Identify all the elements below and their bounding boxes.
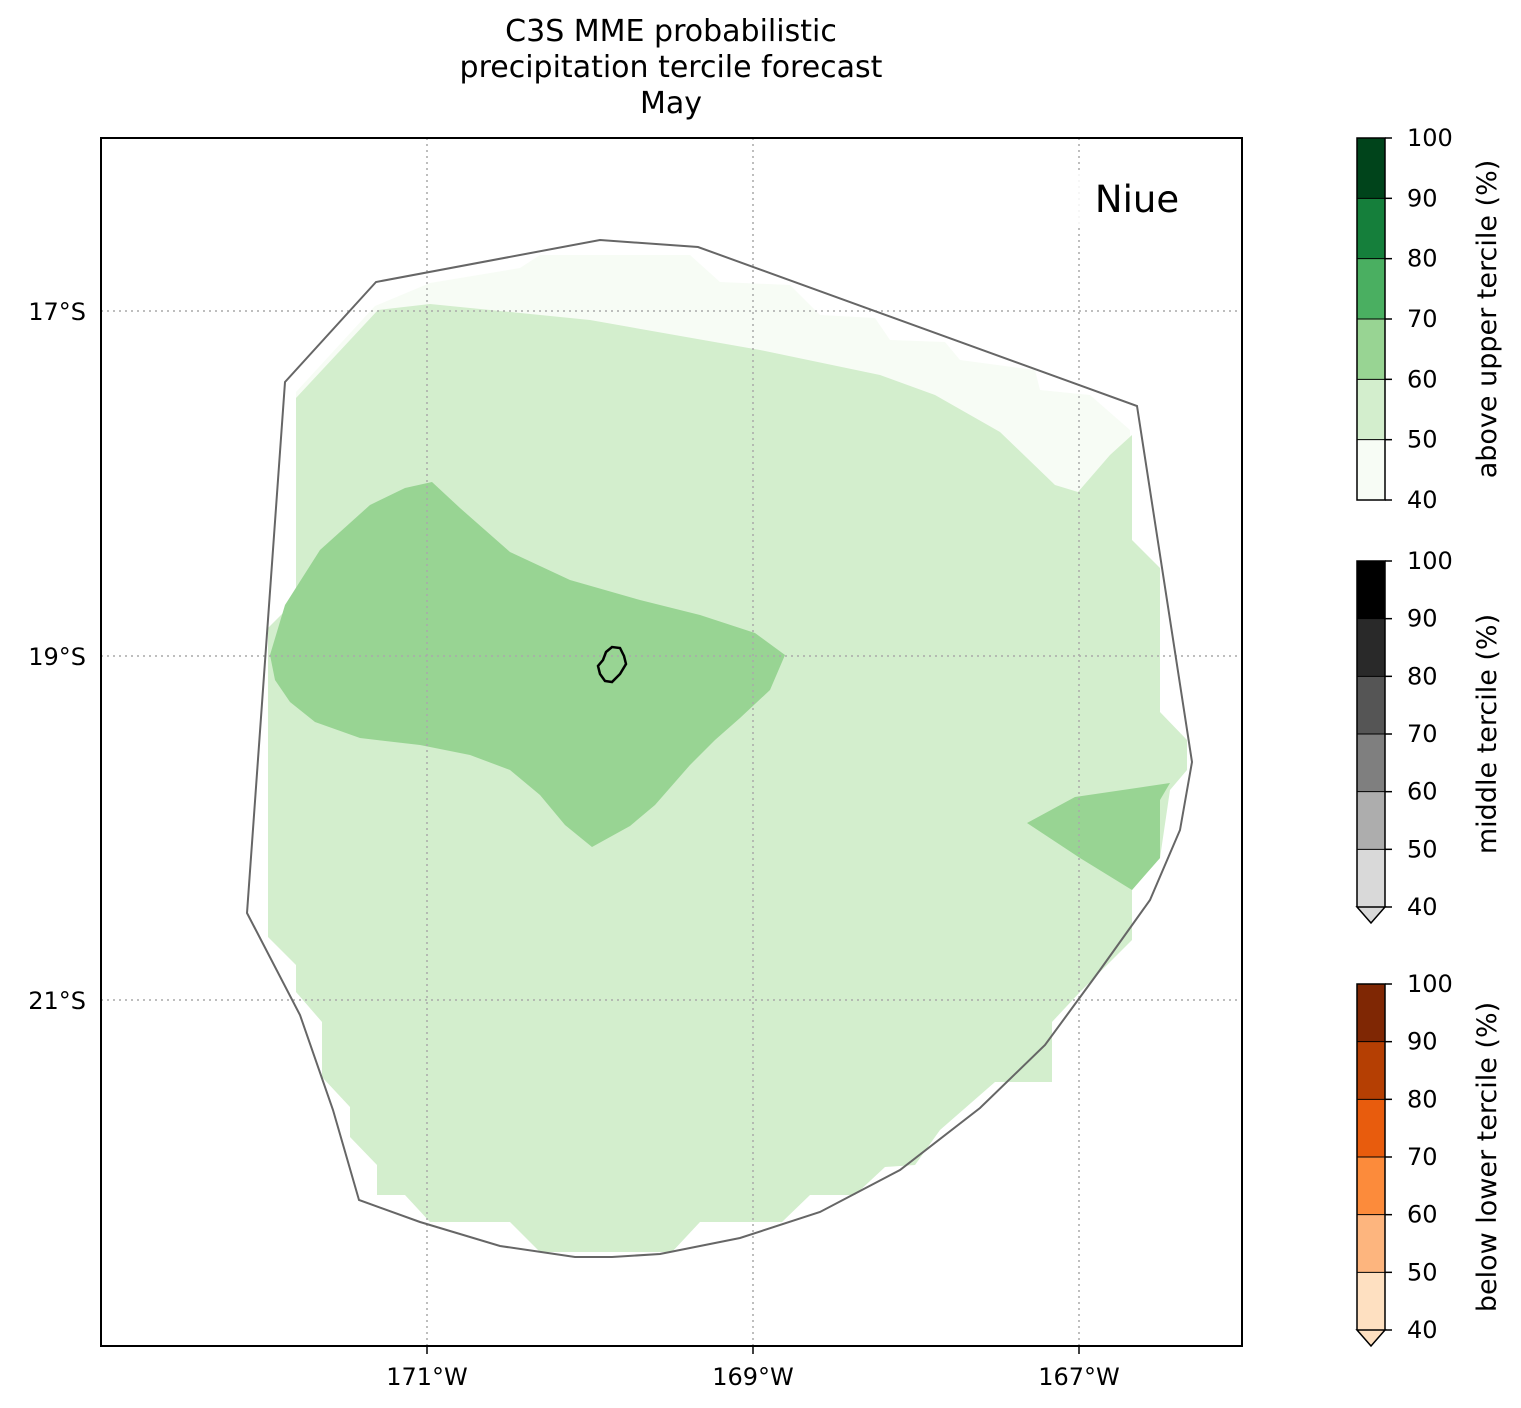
colorbar-tick-label: 70 xyxy=(1407,720,1438,748)
colorbar-0: 100 90 80 70 60 50 40 above upper tercile (%) xyxy=(1356,124,1503,514)
colorbar-segment xyxy=(1357,1214,1385,1273)
colorbar-extend-arrow xyxy=(1355,1329,1387,1348)
colorbar-segment xyxy=(1357,618,1385,677)
colorbar-segment xyxy=(1357,791,1385,850)
lon-tick-label: 169°W xyxy=(712,1363,794,1391)
prob-area-60-70-east xyxy=(1027,783,1170,890)
region-label: Niue xyxy=(1095,178,1179,221)
colorbar-segment xyxy=(1357,439,1385,500)
colorbar-segment xyxy=(1357,198,1385,259)
lat-tick-label: 21°S xyxy=(28,987,86,1015)
colorbar-tick-label: 80 xyxy=(1407,245,1438,273)
axis-ticks xyxy=(426,1346,1080,1354)
colorbar-segment xyxy=(1357,1041,1385,1100)
gridlines xyxy=(101,138,1242,1346)
colorbar-1: 100 90 80 70 60 50 40 middle tercile (%) xyxy=(1355,547,1503,925)
colorbar-segment xyxy=(1357,1272,1385,1330)
colorbar-tick-label: 80 xyxy=(1407,662,1438,690)
colorbar-tick-label: 90 xyxy=(1407,605,1438,633)
lon-tick-label: 171°W xyxy=(386,1363,468,1391)
colorbar-label: above upper tercile (%) xyxy=(1472,160,1503,479)
map-frame xyxy=(100,137,1243,1347)
colorbar-tick-label: 70 xyxy=(1407,305,1438,333)
lat-tick-label: 17°S xyxy=(28,298,86,326)
region-label-box xyxy=(1078,172,1190,226)
colorbar-tick-label: 40 xyxy=(1407,893,1438,921)
colorbar-segment xyxy=(1357,258,1385,319)
title-line-1: C3S MME probabilistic xyxy=(505,14,837,49)
prob-area-50-60 xyxy=(268,304,1187,1252)
colorbar-tick-label: 40 xyxy=(1407,486,1438,514)
colorbar-tick-label: 50 xyxy=(1407,1258,1438,1286)
colorbar-segment xyxy=(1357,984,1385,1042)
colorbar-segment xyxy=(1357,138,1385,199)
colorbar-segment xyxy=(1357,734,1385,792)
colorbar-tick-label: 100 xyxy=(1407,124,1453,152)
colorbar-segment xyxy=(1357,319,1385,380)
colorbar-extend-arrow xyxy=(1355,906,1387,925)
colorbar-tick-label: 80 xyxy=(1407,1085,1438,1113)
colorbar-tick-label: 90 xyxy=(1407,184,1438,212)
title-line-3: May xyxy=(639,86,703,121)
colorbar-tick-label: 70 xyxy=(1407,1143,1438,1171)
title-line-2: precipitation tercile forecast xyxy=(459,50,883,85)
colorbar-tick-label: 60 xyxy=(1407,1201,1438,1229)
chart-title: C3S MME probabilistic precipitation terc… xyxy=(100,14,1242,122)
colorbar-tick-label: 60 xyxy=(1407,778,1438,806)
colorbar-tick-label: 50 xyxy=(1407,835,1438,863)
colorbar-2: 100 90 80 70 60 50 40 below lower tercile (%) xyxy=(1355,970,1503,1348)
colorbar-segment xyxy=(1357,676,1385,734)
colorbar-tick-label: 40 xyxy=(1407,1316,1438,1344)
lon-tick-label: 167°W xyxy=(1038,1363,1120,1391)
colorbar-segment xyxy=(1357,1157,1385,1215)
colorbar-label: below lower tercile (%) xyxy=(1472,1002,1503,1312)
niue-island-outline xyxy=(596,645,628,684)
colorbar-segment xyxy=(1357,561,1385,619)
colorbar-segment xyxy=(1357,1099,1385,1157)
colorbar-tick-label: 100 xyxy=(1407,970,1453,998)
colorbar-segment xyxy=(1357,849,1385,907)
lat-tick-label: 19°S xyxy=(28,643,86,671)
colorbar-tick-label: 100 xyxy=(1407,547,1453,575)
colorbar-segment xyxy=(1357,379,1385,440)
eez-boundary xyxy=(245,238,1194,1258)
map-area xyxy=(268,255,1187,1252)
colorbar-tick-label: 90 xyxy=(1407,1028,1438,1056)
colorbar-label: middle tercile (%) xyxy=(1472,614,1503,854)
colorbar-tick-label: 60 xyxy=(1407,365,1438,393)
colorbar-tick-label: 50 xyxy=(1407,426,1438,454)
prob-area-60-70-central xyxy=(270,482,785,847)
